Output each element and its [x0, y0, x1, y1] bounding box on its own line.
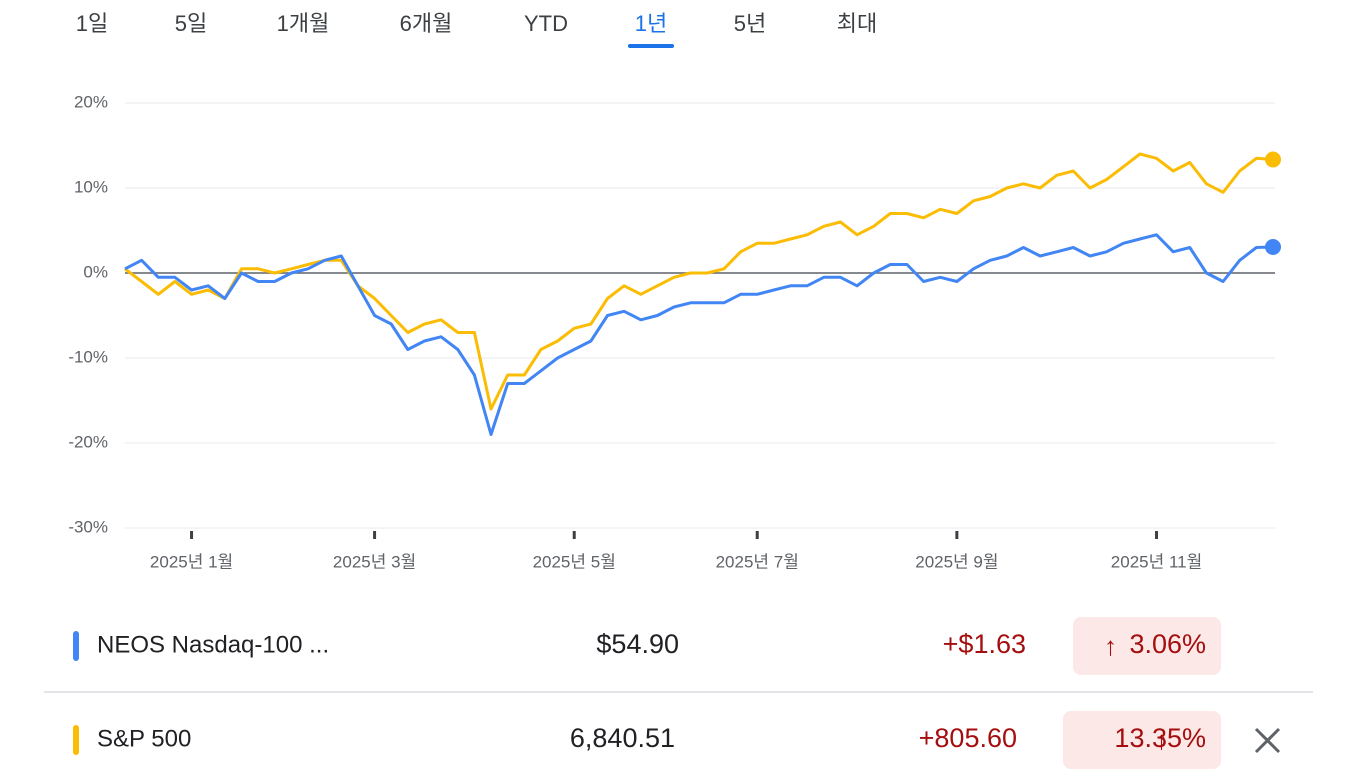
series-name: S&P 500: [97, 725, 191, 752]
y-tick-label: 0%: [83, 262, 108, 281]
arrow-icon: ↑: [1104, 631, 1117, 661]
change: +805.60: [919, 723, 1017, 753]
y-tick-label: -30%: [68, 517, 108, 536]
series-line: [124, 233, 1274, 436]
range-tab[interactable]: 1일: [76, 11, 108, 36]
end-dot: [1265, 238, 1281, 255]
range-tab[interactable]: 1년: [635, 11, 667, 36]
series-color-bar: [73, 725, 79, 755]
end-dot: [1265, 151, 1281, 168]
range-tab[interactable]: 1개월: [277, 11, 330, 36]
x-tick-label: 2025년 11월: [1111, 552, 1202, 571]
x-tick-label: 2025년 7월: [716, 552, 799, 571]
x-tick-label: 2025년 3월: [333, 552, 416, 571]
range-tab[interactable]: 5년: [734, 11, 766, 36]
range-tab[interactable]: 5일: [175, 11, 207, 36]
x-tick-label: 2025년 1월: [150, 552, 233, 571]
y-tick-label: -10%: [68, 347, 108, 366]
series-name: NEOS Nasdaq-100 ...: [97, 631, 329, 658]
change-percent: 3.06%: [1129, 629, 1206, 659]
series-line: [124, 152, 1274, 411]
change: +$1.63: [943, 629, 1026, 659]
tab-underline: [628, 44, 674, 48]
range-tab[interactable]: YTD: [524, 11, 568, 36]
change-chip: [1063, 711, 1221, 769]
close-button[interactable]: [1254, 727, 1281, 754]
x-tick-label: 2025년 5월: [533, 552, 616, 571]
range-tab[interactable]: 최대: [837, 11, 877, 36]
arrow-icon: ↑: [1155, 725, 1168, 755]
series-color-bar: [73, 631, 79, 661]
y-tick-label: 20%: [74, 92, 108, 111]
x-tick-label: 2025년 9월: [915, 552, 998, 571]
y-tick-label: -20%: [68, 432, 108, 451]
change-chip: [1073, 617, 1221, 675]
change-percent: 13.35%: [1114, 723, 1206, 753]
price: 6,840.51: [570, 723, 675, 753]
y-tick-label: 10%: [74, 177, 108, 196]
range-tab[interactable]: 6개월: [400, 11, 453, 36]
price: $54.90: [596, 629, 679, 659]
